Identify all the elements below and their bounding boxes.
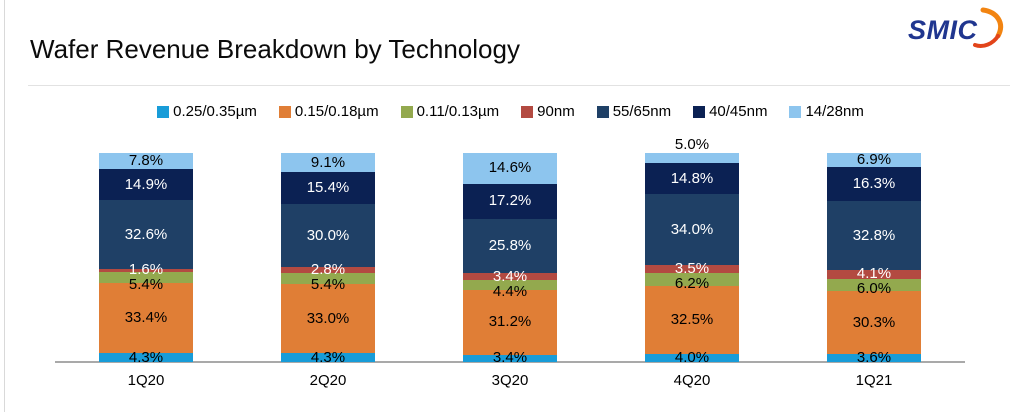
- bar-segment: [827, 153, 921, 168]
- bar-segment: [827, 167, 921, 202]
- bar-segment: [645, 194, 739, 266]
- x-axis-category-label: 3Q20: [491, 372, 529, 389]
- smic-logo-text: SMIC: [908, 15, 978, 45]
- legend-swatch-icon: [400, 105, 413, 118]
- smic-logo-swoosh-bottom: [973, 34, 1000, 48]
- bar-segment: [645, 285, 739, 354]
- legend-item-2: 0.11/0.13µm: [400, 103, 500, 120]
- bar-segment: [99, 268, 193, 272]
- legend-label: 90nm: [537, 103, 575, 120]
- bar-segment: [463, 354, 557, 362]
- bar-segment: [99, 353, 193, 362]
- bar-segment: [281, 272, 375, 285]
- bar-segment: [99, 283, 193, 353]
- x-axis-category-label: 2Q20: [309, 372, 347, 389]
- bar-segment: [99, 169, 193, 201]
- bar-segment: [827, 291, 921, 355]
- smic-logo-swoosh-top: [980, 7, 1004, 39]
- legend-item-0: 0.25/0.35µm: [157, 103, 257, 120]
- legend-item-4: 55/65nm: [596, 103, 672, 120]
- legend-swatch-icon: [596, 105, 609, 118]
- slide-left-edge: [4, 0, 5, 412]
- legend-item-3: 90nm: [521, 103, 575, 120]
- legend-item-5: 40/45nm: [693, 103, 767, 120]
- x-axis-category-label: 1Q21: [855, 372, 893, 389]
- bar-segment: [281, 284, 375, 353]
- legend-swatch-icon: [278, 105, 291, 118]
- legend-swatch-icon: [157, 105, 170, 118]
- smic-logo: SMIC: [908, 7, 1004, 48]
- legend-swatch-icon: [521, 105, 534, 118]
- bar-segment: [463, 273, 557, 281]
- bar-segment: [99, 271, 193, 284]
- page-title: Wafer Revenue Breakdown by Technology: [30, 34, 520, 64]
- bar-segment: [281, 172, 375, 205]
- title-divider: [28, 85, 1010, 86]
- x-axis-category-label: 1Q20: [127, 372, 165, 389]
- bar-segment: [645, 353, 739, 362]
- bar-segment: [99, 200, 193, 269]
- bar-segment: [281, 353, 375, 362]
- legend-label: 0.11/0.13µm: [416, 103, 500, 120]
- bar-segment: [463, 153, 557, 184]
- legend-item-1: 0.15/0.18µm: [278, 103, 379, 120]
- bar-segment: [827, 270, 921, 279]
- bar-segment: [645, 153, 739, 164]
- legend-label: 55/65nm: [612, 103, 672, 120]
- bar-segment: [281, 204, 375, 267]
- legend-label: 0.15/0.18µm: [294, 103, 379, 120]
- bar-segment: [463, 289, 557, 355]
- bar-segment: [827, 354, 921, 362]
- bar-segment: [645, 163, 739, 195]
- x-axis-category-label: 4Q20: [673, 372, 711, 389]
- chart-legend: 0.25/0.35µm 0.15/0.18µm 0.11/0.13µm 90nm 55/…: [0, 103, 1021, 120]
- legend-label: 14/28nm: [805, 103, 864, 120]
- bar-segment: [827, 278, 921, 292]
- bar-value-label: 5.0%: [674, 136, 710, 153]
- bar-segment: [281, 153, 375, 173]
- bar-segment: [463, 183, 557, 220]
- bar-segment: [281, 266, 375, 273]
- legend-label: 40/45nm: [709, 103, 768, 120]
- legend-swatch-icon: [693, 105, 706, 118]
- legend-swatch-icon: [789, 105, 802, 118]
- bar-segment: [827, 201, 921, 271]
- bar-segment: [99, 153, 193, 170]
- legend-item-6: 14/28nm: [789, 103, 864, 120]
- bar-segment: [463, 280, 557, 290]
- bar-segment: [463, 219, 557, 274]
- legend-label: 0.25/0.35µm: [173, 103, 257, 120]
- bar-segment: [645, 272, 739, 286]
- x-axis-line: [55, 361, 965, 363]
- bar-segment: [645, 265, 739, 273]
